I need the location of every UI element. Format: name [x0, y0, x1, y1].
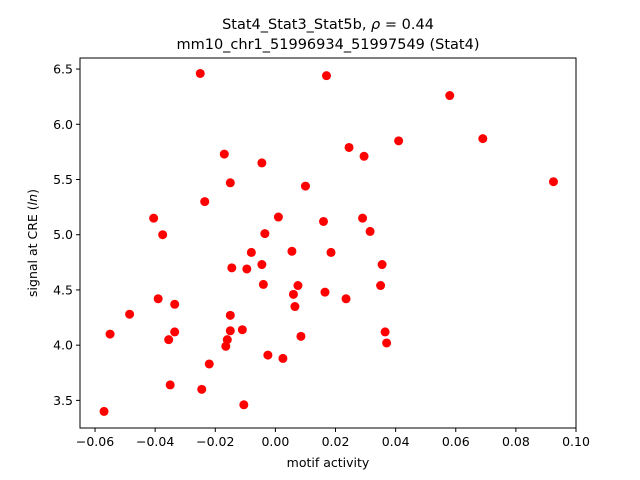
data-point [288, 289, 298, 299]
data-point [246, 247, 256, 257]
y-tick-label: 4.5 [53, 282, 73, 297]
data-point [380, 327, 390, 337]
data-point [225, 326, 235, 336]
data-point [300, 181, 310, 191]
y-tick-label: 5.0 [53, 227, 73, 242]
data-point [359, 151, 369, 161]
data-point [258, 279, 268, 289]
chart-title-line1: Stat4_Stat3_Stat5b, ρ = 0.44 [222, 17, 434, 33]
data-point [293, 281, 303, 291]
x-tick-label: 0.08 [502, 434, 530, 449]
data-point [278, 353, 288, 363]
x-tick-label: 0.00 [261, 434, 289, 449]
data-point [239, 400, 249, 410]
data-point [222, 335, 232, 345]
data-point [365, 226, 375, 236]
x-axis-label: motif activity [287, 455, 370, 470]
data-point [164, 335, 174, 345]
y-axis-label-ln: ln [25, 194, 40, 205]
data-point [204, 359, 214, 369]
data-point [376, 281, 386, 291]
data-point [105, 329, 115, 339]
y-tick-label: 6.0 [53, 117, 73, 132]
data-point [225, 310, 235, 320]
data-point [260, 229, 270, 239]
data-point [99, 406, 109, 416]
axes-ticks: −0.06 −0.04 −0.02 0.00 0.02 0.04 0.06 0.08 0.10 3… [53, 62, 590, 449]
data-point [170, 299, 180, 309]
data-point [320, 287, 330, 297]
x-tick-label: 0.04 [382, 434, 410, 449]
data-point [125, 309, 135, 319]
data-point [227, 263, 237, 273]
data-point [200, 197, 210, 207]
data-point [237, 325, 247, 335]
data-point [219, 149, 229, 159]
data-point [318, 216, 328, 226]
data-point [257, 158, 267, 168]
data-point [290, 302, 300, 312]
data-point [153, 294, 163, 304]
x-tick-label: 0.06 [442, 434, 470, 449]
x-tick-label: 0.02 [322, 434, 350, 449]
data-point [382, 338, 392, 348]
data-point [341, 294, 351, 304]
data-points [99, 68, 558, 416]
plot-area-frame [79, 57, 577, 429]
data-point [158, 230, 168, 240]
data-point [263, 350, 273, 360]
data-point [445, 91, 455, 101]
data-point [478, 134, 488, 144]
y-tick-label: 4.0 [53, 338, 73, 353]
y-tick-label: 3.5 [53, 393, 73, 408]
data-point [170, 327, 180, 337]
data-point [344, 142, 354, 152]
data-point [326, 247, 336, 257]
x-tick-label: −0.04 [136, 434, 174, 449]
data-point [548, 177, 558, 187]
chart-title-line2: mm10_chr1_51996934_51997549 (Stat4) [176, 37, 479, 53]
y-tick-label: 5.5 [53, 172, 73, 187]
data-point [273, 212, 283, 222]
x-tick-label: −0.06 [76, 434, 114, 449]
data-point [394, 136, 404, 146]
data-point [149, 213, 159, 223]
data-point [287, 246, 297, 256]
x-tick-label: −0.02 [196, 434, 234, 449]
data-point [242, 264, 252, 274]
data-point [358, 213, 368, 223]
data-point [225, 178, 235, 188]
data-point [377, 260, 387, 270]
data-point [195, 68, 205, 78]
rho-symbol: ρ [371, 17, 381, 33]
x-tick-label: 0.10 [562, 434, 590, 449]
data-point [197, 384, 207, 394]
data-point [257, 260, 267, 270]
data-point [296, 331, 306, 341]
data-point [321, 71, 331, 81]
data-point [165, 380, 175, 390]
y-axis-label: signal at CRE (ln) [25, 189, 40, 297]
y-tick-label: 6.5 [53, 62, 73, 77]
